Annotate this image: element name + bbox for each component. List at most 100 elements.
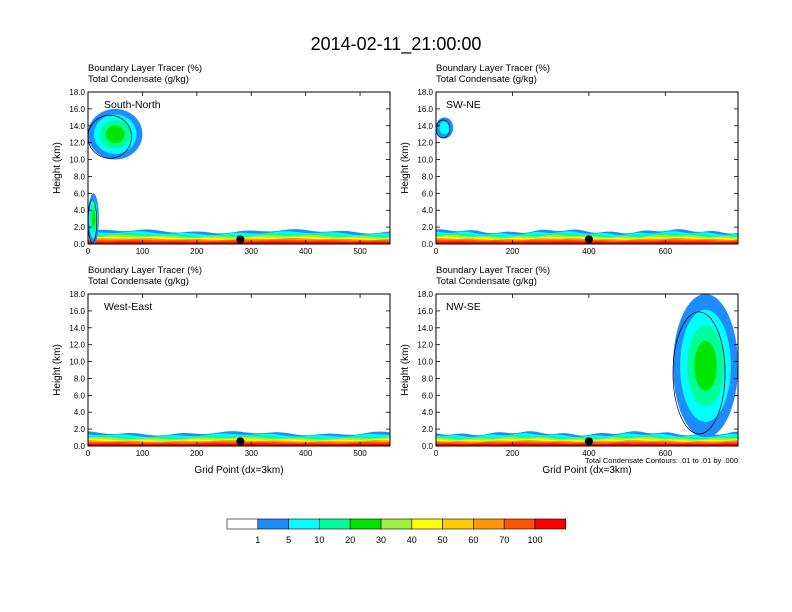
y-tick-label: 12.0: [69, 341, 85, 350]
x-tick-label: 100: [136, 449, 150, 458]
plot-area: [436, 294, 738, 446]
colorbar-label: 60: [468, 535, 478, 545]
x-tick-label: 600: [659, 247, 673, 256]
y-tick-label: 4.0: [422, 408, 434, 417]
plot-frame: [87, 293, 391, 447]
y-tick-label: 14.0: [69, 324, 85, 333]
colorbar-label: 30: [376, 535, 386, 545]
y-tick-label: 16.0: [417, 105, 433, 114]
figure-title: 2014-02-11_21:00:00: [311, 34, 482, 55]
panel-title-line: Boundary Layer Tracer (%): [88, 265, 202, 276]
y-tick-label: 12.0: [417, 139, 433, 148]
x-tick-label: 600: [659, 449, 673, 458]
y-tick-label: 10.0: [417, 358, 433, 367]
y-tick-label: 14.0: [417, 324, 433, 333]
plot-area: [88, 431, 390, 446]
y-tick-label: 2.0: [74, 223, 86, 232]
contour-note: Total Condensate Contours: .01 to .01 by…: [585, 456, 738, 465]
y-axis-label: Height (km): [52, 142, 63, 194]
colorbar-swatch: [411, 518, 443, 530]
location-marker: [584, 235, 593, 244]
panel-title-line: Total Condensate (g/kg): [436, 276, 537, 287]
x-tick-label: 0: [86, 449, 91, 458]
panel-label: SW-NE: [446, 99, 481, 111]
y-tick-label: 12.0: [69, 139, 85, 148]
colorbar-swatch: [349, 518, 382, 530]
panel-label: West-East: [104, 301, 152, 313]
x-tick-label: 400: [299, 449, 313, 458]
x-tick-label: 300: [245, 247, 259, 256]
y-tick-label: 6.0: [74, 391, 86, 400]
panel-title-line: Boundary Layer Tracer (%): [436, 63, 550, 74]
plot-area: [88, 108, 390, 244]
location-marker: [584, 437, 593, 446]
y-tick-label: 4.0: [74, 408, 86, 417]
y-axis-label: Height (km): [52, 344, 63, 396]
panel-label: NW-SE: [446, 301, 481, 313]
x-tick-label: 0: [86, 247, 91, 256]
y-tick-label: 16.0: [69, 307, 85, 316]
x-tick-label: 400: [299, 247, 313, 256]
colorbar-label: 20: [345, 535, 355, 545]
y-tick-label: 6.0: [422, 391, 434, 400]
colorbar-swatch: [380, 518, 413, 530]
colorbar-label: 5: [286, 535, 291, 545]
y-tick-label: 18.0: [417, 88, 433, 97]
x-tick-label: 200: [506, 247, 520, 256]
y-tick-label: 0.0: [422, 442, 434, 451]
x-tick-label: 500: [353, 247, 367, 256]
y-axis-label: Height (km): [400, 344, 411, 396]
y-tick-label: 4.0: [422, 206, 434, 215]
y-tick-label: 18.0: [417, 290, 433, 299]
colorbar-swatch: [503, 518, 536, 530]
y-tick-label: 0.0: [74, 442, 86, 451]
panel-south-north: Boundary Layer Tracer (%)Total Condensat…: [52, 63, 391, 256]
colorbar-swatch: [473, 518, 505, 530]
location-marker: [236, 235, 245, 244]
x-tick-label: 500: [353, 449, 367, 458]
x-axis-label: Grid Point (dx=3km): [542, 465, 631, 476]
y-tick-label: 10.0: [69, 156, 85, 165]
y-tick-label: 16.0: [69, 105, 85, 114]
y-tick-label: 2.0: [422, 425, 434, 434]
plot-frame: [435, 293, 739, 447]
y-tick-label: 14.0: [417, 122, 433, 131]
x-tick-label: 200: [506, 449, 520, 458]
x-tick-label: 200: [190, 247, 204, 256]
panel-nw-se: Boundary Layer Tracer (%)Total Condensat…: [400, 265, 739, 476]
colorbar-swatch: [442, 518, 474, 530]
y-tick-label: 8.0: [74, 172, 86, 181]
x-axis-label: Grid Point (dx=3km): [194, 465, 283, 476]
y-tick-label: 2.0: [74, 425, 86, 434]
x-tick-label: 300: [245, 449, 259, 458]
panel-title-line: Boundary Layer Tracer (%): [88, 63, 202, 74]
colorbar-label: 1: [255, 535, 260, 545]
x-tick-label: 400: [582, 449, 596, 458]
colorbar-swatch: [319, 518, 351, 530]
x-tick-label: 200: [190, 449, 204, 458]
y-tick-label: 10.0: [69, 358, 85, 367]
tracer-feature: [436, 117, 454, 139]
panel-title-line: Total Condensate (g/kg): [88, 74, 189, 85]
y-tick-label: 6.0: [74, 189, 86, 198]
x-tick-label: 400: [582, 247, 596, 256]
tracer-feature: [88, 108, 143, 160]
x-tick-label: 0: [434, 247, 439, 256]
y-tick-label: 0.0: [74, 240, 86, 249]
plot-frame: [87, 91, 391, 245]
y-tick-label: 0.0: [422, 240, 434, 249]
panel-title-line: Total Condensate (g/kg): [436, 74, 537, 85]
y-tick-label: 18.0: [69, 290, 85, 299]
panel-sw-ne: Boundary Layer Tracer (%)Total Condensat…: [400, 63, 739, 256]
colorbar-swatch: [226, 518, 259, 530]
colorbar-label: 100: [527, 535, 542, 545]
plot-area: [436, 117, 738, 244]
panel-title-line: Total Condensate (g/kg): [88, 276, 189, 287]
y-tick-label: 4.0: [74, 206, 86, 215]
y-tick-label: 8.0: [74, 374, 86, 383]
y-tick-label: 10.0: [417, 156, 433, 165]
colorbar-label: 50: [438, 535, 448, 545]
colorbar-swatch: [534, 518, 567, 530]
y-tick-label: 16.0: [417, 307, 433, 316]
